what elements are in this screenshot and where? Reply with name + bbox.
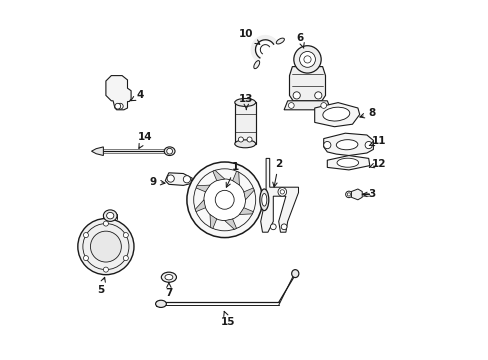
Circle shape: [167, 175, 174, 182]
Circle shape: [90, 231, 121, 262]
Ellipse shape: [106, 212, 114, 219]
Circle shape: [203, 179, 245, 221]
Circle shape: [115, 103, 121, 109]
Ellipse shape: [164, 274, 172, 280]
Circle shape: [292, 92, 300, 99]
Ellipse shape: [155, 300, 166, 307]
Ellipse shape: [253, 60, 259, 69]
Circle shape: [238, 137, 243, 142]
Circle shape: [314, 92, 321, 99]
Polygon shape: [351, 189, 362, 200]
Text: 8: 8: [359, 108, 375, 118]
Circle shape: [246, 137, 251, 142]
Text: 1: 1: [226, 162, 239, 187]
Ellipse shape: [164, 147, 175, 156]
Ellipse shape: [336, 158, 358, 167]
Circle shape: [215, 190, 234, 209]
Ellipse shape: [259, 189, 268, 211]
Circle shape: [320, 103, 326, 108]
Circle shape: [123, 256, 128, 261]
Text: 10: 10: [239, 29, 259, 44]
Polygon shape: [244, 188, 254, 200]
Polygon shape: [165, 173, 192, 185]
Polygon shape: [239, 208, 253, 215]
Ellipse shape: [276, 38, 284, 44]
Ellipse shape: [345, 191, 351, 198]
Ellipse shape: [261, 194, 266, 206]
Text: 2: 2: [272, 159, 282, 187]
Circle shape: [83, 233, 88, 238]
Circle shape: [303, 56, 310, 63]
Circle shape: [83, 256, 88, 261]
Polygon shape: [212, 170, 224, 181]
Circle shape: [270, 224, 276, 230]
Circle shape: [82, 224, 129, 270]
Circle shape: [288, 103, 294, 108]
Polygon shape: [196, 185, 209, 192]
Text: 13: 13: [239, 94, 253, 109]
Circle shape: [193, 169, 255, 231]
Circle shape: [293, 46, 321, 73]
Ellipse shape: [322, 107, 349, 121]
Polygon shape: [209, 215, 216, 229]
Ellipse shape: [161, 272, 176, 282]
Text: 14: 14: [138, 132, 152, 148]
Text: 7: 7: [165, 283, 172, 298]
Text: 6: 6: [296, 33, 304, 48]
Circle shape: [78, 219, 134, 275]
Circle shape: [277, 188, 286, 196]
Ellipse shape: [291, 270, 298, 278]
Circle shape: [280, 190, 284, 194]
Polygon shape: [106, 76, 131, 110]
Polygon shape: [326, 156, 369, 170]
Circle shape: [323, 141, 330, 149]
Ellipse shape: [336, 140, 357, 150]
Polygon shape: [284, 101, 330, 110]
Text: 12: 12: [368, 159, 386, 169]
Polygon shape: [314, 103, 359, 127]
Polygon shape: [260, 158, 298, 232]
Circle shape: [117, 103, 123, 109]
Polygon shape: [195, 200, 205, 212]
Ellipse shape: [234, 99, 255, 107]
Polygon shape: [232, 171, 239, 185]
Text: 4: 4: [130, 90, 143, 101]
Text: 9: 9: [149, 177, 164, 187]
Circle shape: [299, 51, 315, 67]
Text: 3: 3: [362, 189, 375, 199]
Polygon shape: [91, 147, 103, 156]
Ellipse shape: [234, 140, 255, 148]
Circle shape: [166, 148, 172, 154]
Circle shape: [281, 224, 286, 230]
Circle shape: [103, 221, 108, 226]
Circle shape: [365, 141, 371, 149]
Polygon shape: [289, 67, 325, 101]
Circle shape: [183, 176, 190, 183]
Circle shape: [123, 233, 128, 238]
Circle shape: [103, 267, 108, 272]
Text: 15: 15: [221, 311, 235, 327]
Text: 11: 11: [368, 136, 386, 146]
Text: 5: 5: [97, 277, 105, 295]
Polygon shape: [234, 102, 255, 144]
Ellipse shape: [346, 193, 350, 196]
Circle shape: [186, 162, 262, 238]
Ellipse shape: [103, 210, 117, 221]
Polygon shape: [224, 219, 236, 229]
Polygon shape: [323, 133, 373, 156]
